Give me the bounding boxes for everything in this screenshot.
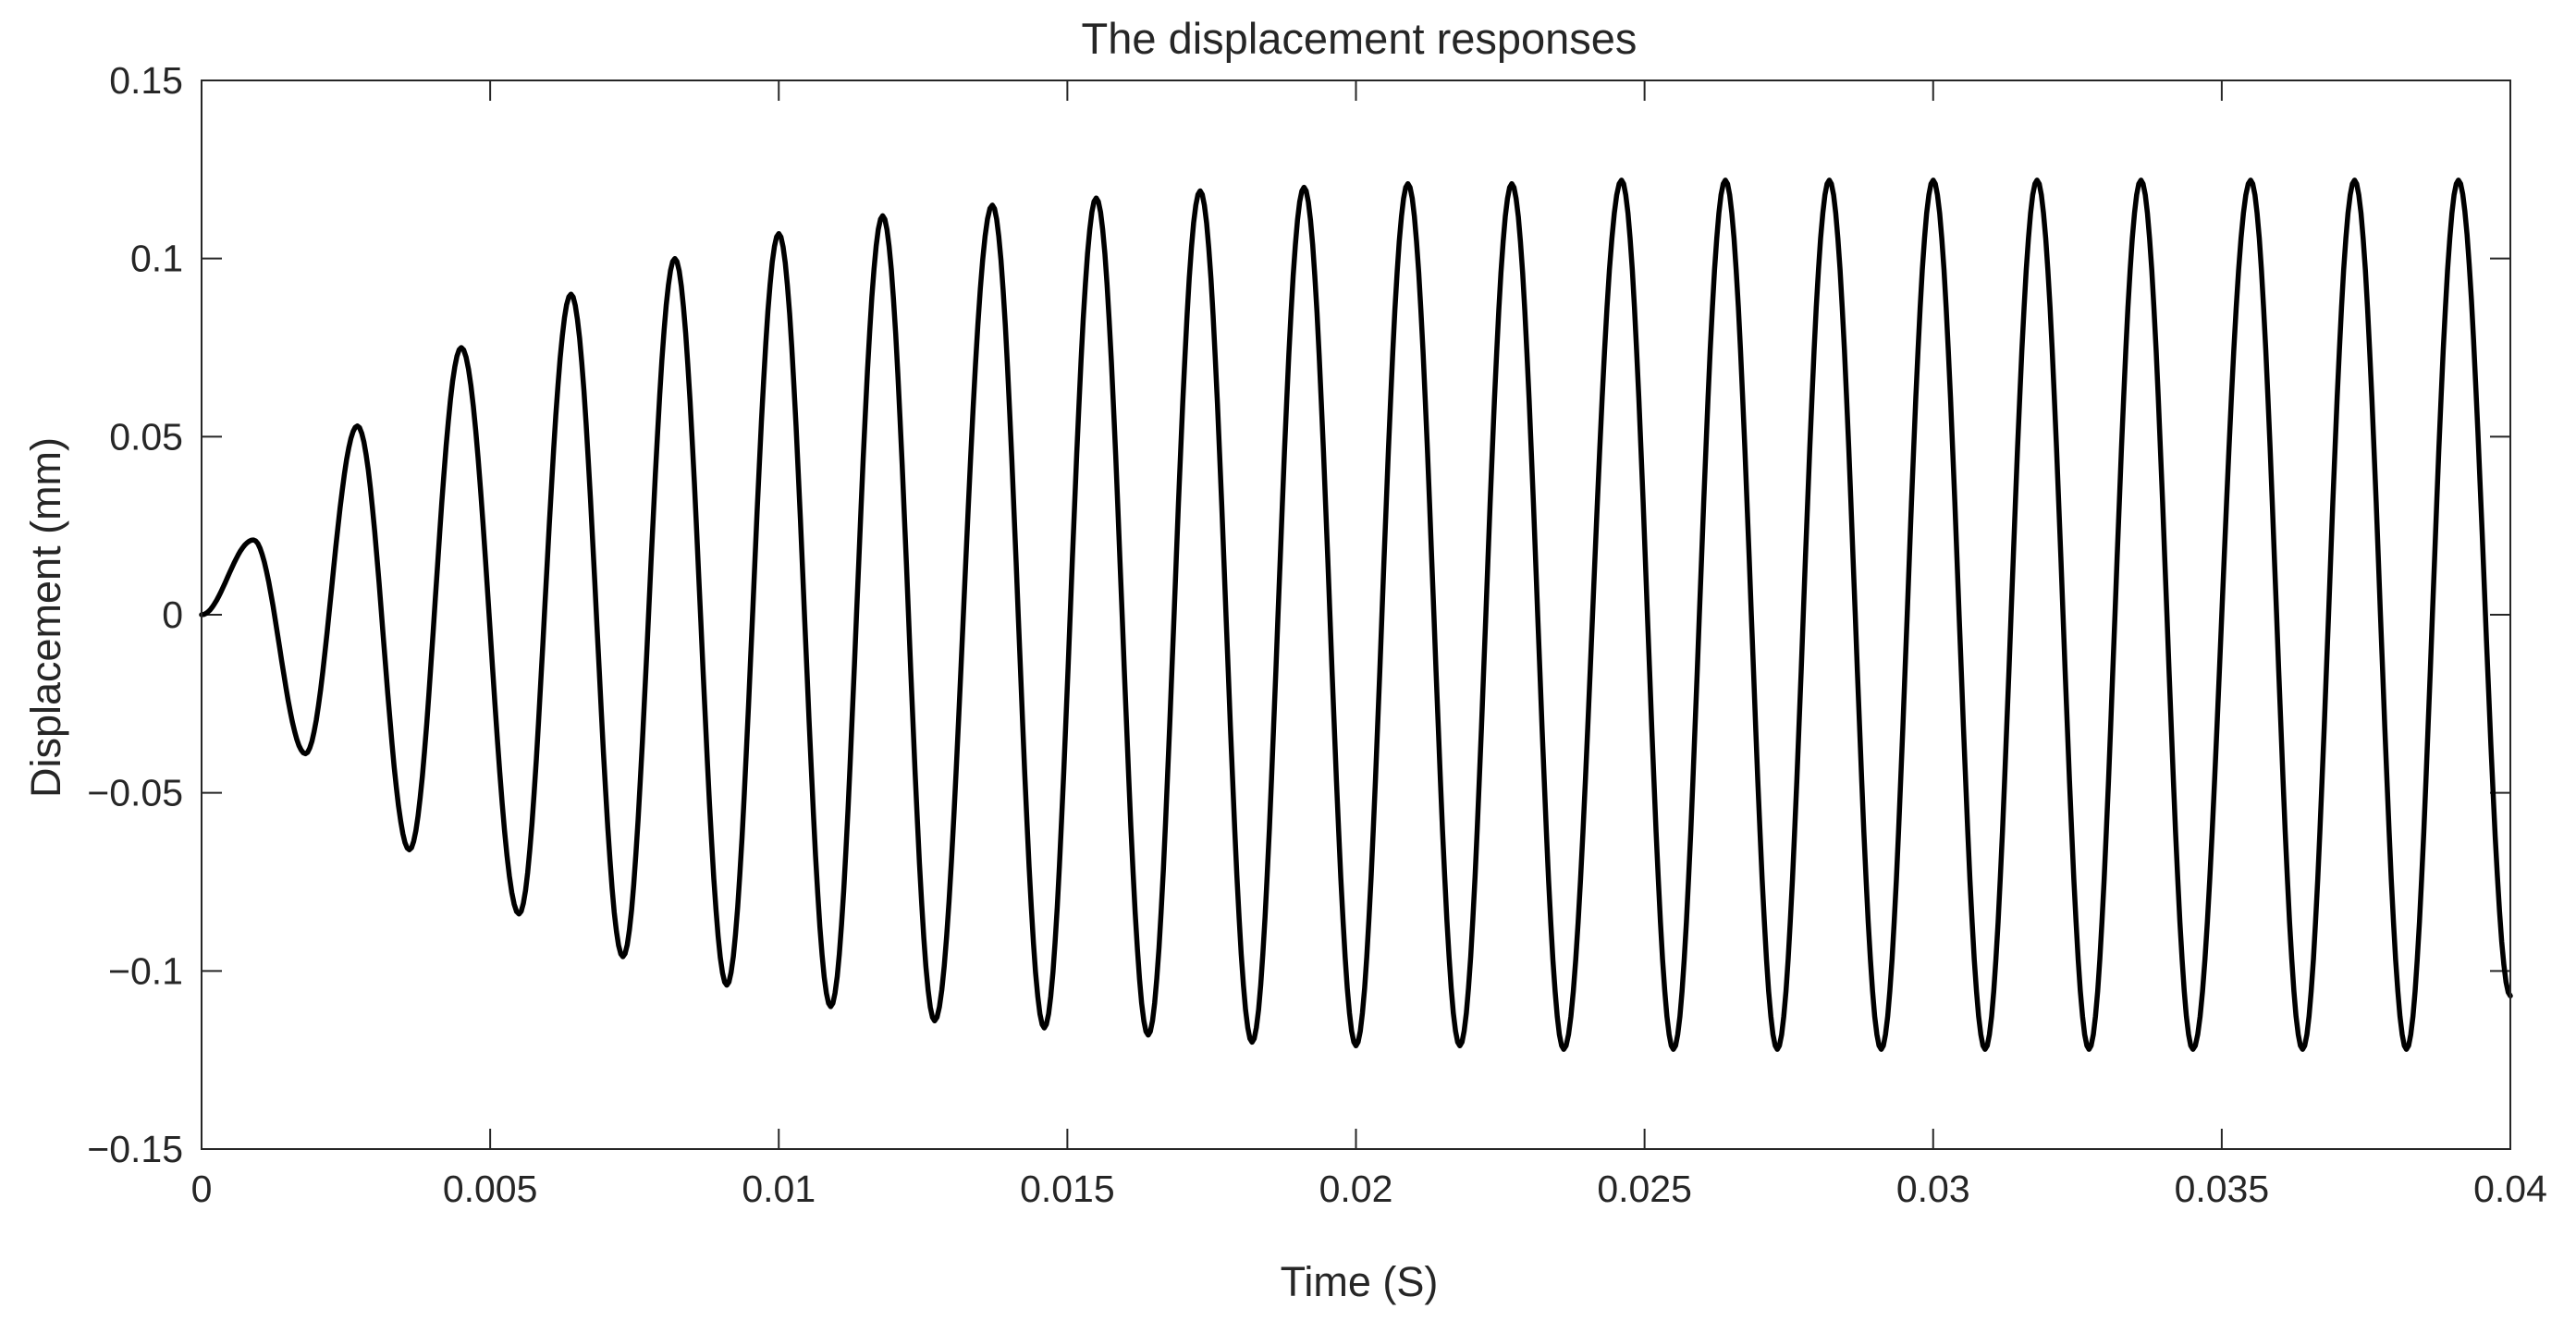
x-tick-label: 0.02 (1319, 1168, 1393, 1210)
x-tick-label: 0.025 (1597, 1168, 1692, 1210)
y-tick-label: 0.1 (130, 238, 183, 280)
y-tick-label: 0.05 (109, 415, 183, 458)
series-line-1 (199, 177, 2513, 1052)
x-axis-title: Time (S) (1281, 1258, 1439, 1305)
y-tick-label: 0.15 (109, 59, 183, 102)
x-tick-label: 0.015 (1020, 1168, 1115, 1210)
x-tick-label: 0.01 (742, 1168, 816, 1210)
y-tick-label: −0.15 (87, 1128, 183, 1170)
ticks-layer: 0 0.005 0.01 0.015 0.02 0.025 0.03 0.035 0.04 −0.… (87, 59, 2547, 1210)
series-layer (199, 177, 2513, 1052)
x-tick-label: 0.005 (443, 1168, 538, 1210)
y-tick-label: −0.05 (87, 772, 183, 814)
chart-title: The displacement responses (1082, 14, 1638, 63)
x-tick-label: 0.035 (2175, 1168, 2270, 1210)
y-axis-title: Displacement (mm) (22, 437, 69, 798)
y-tick-label: −0.1 (108, 949, 183, 992)
axes-box (201, 80, 2511, 1150)
y-tick-label: 0 (162, 593, 183, 636)
x-tick-label: 0.04 (2473, 1168, 2547, 1210)
x-tick-label: 0.03 (1896, 1168, 1970, 1210)
x-tick-label: 0 (191, 1168, 213, 1210)
plot-frame (201, 80, 2511, 1150)
